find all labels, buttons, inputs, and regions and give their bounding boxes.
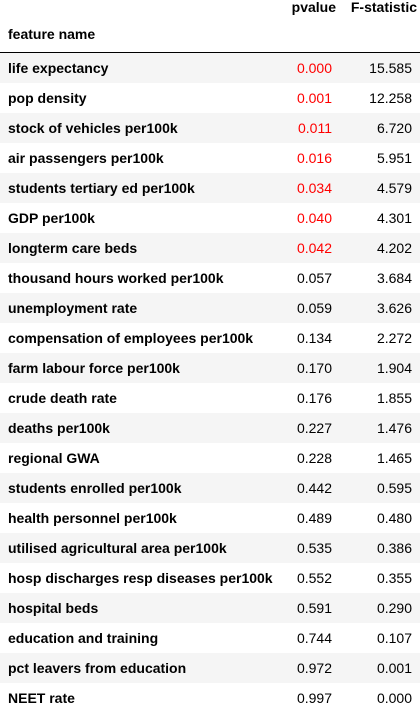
index-label: feature name [0,15,281,53]
pvalue-cell: 0.042 [281,233,339,263]
feature-name-cell: regional GWA [0,443,281,473]
feature-name-cell: hospital beds [0,593,281,623]
feature-name-cell: health personnel per100k [0,503,281,533]
feature-name-cell: deaths per100k [0,413,281,443]
feature-name-cell: GDP per100k [0,203,281,233]
fstat-cell: 0.595 [339,473,420,503]
pvalue-cell: 0.011 [281,113,339,143]
feature-name-cell: life expectancy [0,53,281,84]
pvalue-cell: 0.535 [281,533,339,563]
feature-name-cell: air passengers per100k [0,143,281,173]
fstat-cell: 4.301 [339,203,420,233]
pvalue-cell: 0.016 [281,143,339,173]
index-header-blank-fstat [339,15,420,53]
feature-name-cell: longterm care beds [0,233,281,263]
fstat-cell: 0.290 [339,593,420,623]
pvalue-cell: 0.228 [281,443,339,473]
feature-name-cell: thousand hours worked per100k [0,263,281,293]
fstat-cell: 1.904 [339,353,420,383]
feature-name-cell: stock of vehicles per100k [0,113,281,143]
pvalue-cell: 0.997 [281,683,339,713]
column-header-row: pvalue F-statistic [0,0,420,15]
feature-name-cell: unemployment rate [0,293,281,323]
fstat-cell: 3.626 [339,293,420,323]
fstat-cell: 12.258 [339,83,420,113]
fstat-cell: 4.579 [339,173,420,203]
pvalue-cell: 0.034 [281,173,339,203]
fstat-cell: 0.000 [339,683,420,713]
feature-name-cell: utilised agricultural area per100k [0,533,281,563]
fstat-cell: 0.355 [339,563,420,593]
pvalue-cell: 0.134 [281,323,339,353]
pvalue-cell: 0.442 [281,473,339,503]
feature-name-cell: students tertiary ed per100k [0,173,281,203]
pvalue-cell: 0.489 [281,503,339,533]
feature-name-cell: pop density [0,83,281,113]
fstat-cell: 2.272 [339,323,420,353]
feature-name-cell: crude death rate [0,383,281,413]
fstat-cell: 0.001 [339,653,420,683]
fstat-cell: 3.684 [339,263,420,293]
fstat-cell: 1.465 [339,443,420,473]
fstat-cell: 1.476 [339,413,420,443]
fstat-cell: 0.386 [339,533,420,563]
index-header-blank-pvalue [281,15,339,53]
pvalue-cell: 0.176 [281,383,339,413]
pvalue-cell: 0.059 [281,293,339,323]
fstat-cell: 6.720 [339,113,420,143]
fstat-cell: 5.951 [339,143,420,173]
pvalue-cell: 0.591 [281,593,339,623]
index-header-row: feature name [0,15,420,53]
feature-name-cell: education and training [0,623,281,653]
fstat-cell: 15.585 [339,53,420,84]
column-header-blank [0,0,281,15]
fstat-cell: 4.202 [339,233,420,263]
column-header-pvalue: pvalue [281,0,339,15]
feature-name-cell: pct leavers from education [0,653,281,683]
pvalue-cell: 0.170 [281,353,339,383]
feature-name-cell: students enrolled per100k [0,473,281,503]
fstat-cell: 0.107 [339,623,420,653]
column-header-fstat: F-statistic [339,0,420,15]
pvalue-cell: 0.001 [281,83,339,113]
pvalue-cell: 0.000 [281,53,339,84]
fstat-cell: 1.855 [339,383,420,413]
feature-name-cell: compensation of employees per100k [0,323,281,353]
pvalue-cell: 0.552 [281,563,339,593]
table-header: pvalue F-statistic feature name [0,0,420,53]
pvalue-cell: 0.227 [281,413,339,443]
feature-name-cell: hosp discharges resp diseases per100k [0,563,281,593]
feature-name-cell: farm labour force per100k [0,353,281,383]
pvalue-cell: 0.972 [281,653,339,683]
feature-name-cell: NEET rate [0,683,281,713]
pvalue-cell: 0.057 [281,263,339,293]
pvalue-cell: 0.040 [281,203,339,233]
pvalue-cell: 0.744 [281,623,339,653]
fstat-cell: 0.480 [339,503,420,533]
